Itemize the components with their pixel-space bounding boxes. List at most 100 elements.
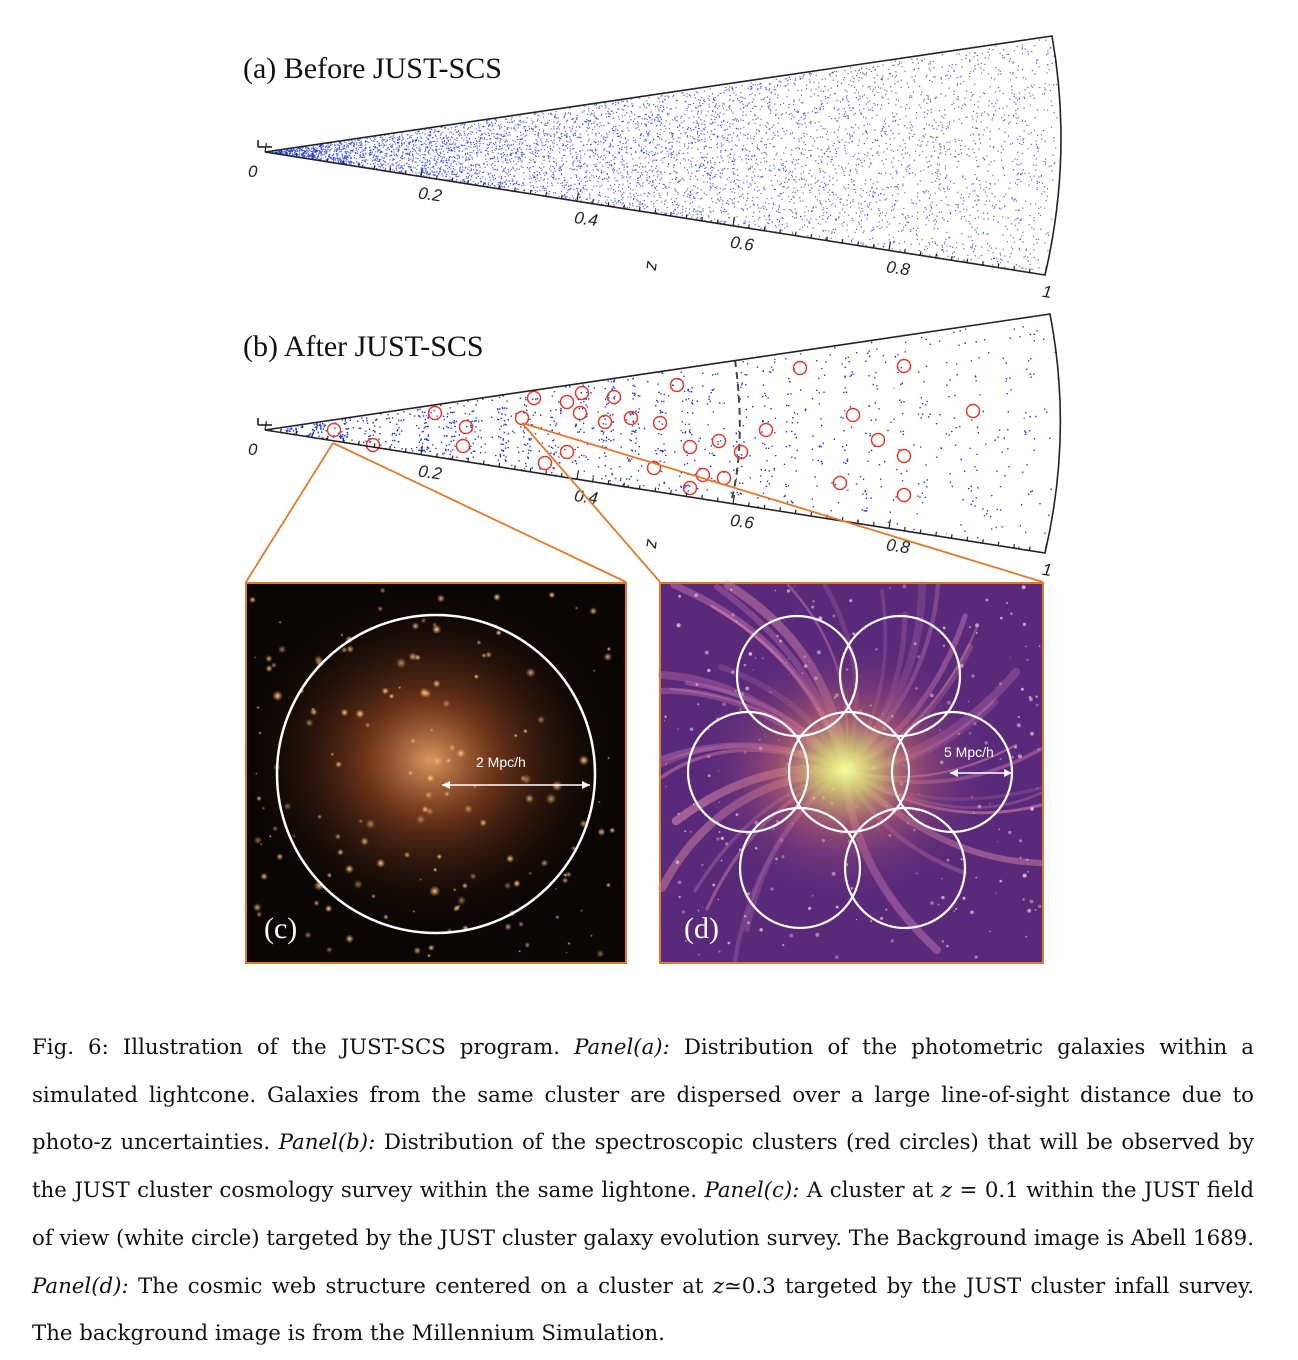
galaxy-point [552,141,554,144]
galaxy-point [510,154,512,156]
galaxy-point [1035,169,1037,171]
galaxy-point [289,152,291,154]
galaxy-point [687,193,689,195]
galaxy-point [762,175,764,178]
galaxy-point [467,128,469,130]
galaxy-point [808,173,810,175]
galaxy-point [754,94,756,96]
galaxy-point [831,232,833,234]
galaxy-point [475,132,478,134]
galaxy-point [863,230,865,232]
galaxy-point [803,178,805,180]
galaxy-point [435,135,437,137]
galaxy-point [284,152,286,154]
galaxy-point [628,177,630,179]
galaxy-point [1000,208,1002,210]
galaxy-point [642,152,645,154]
galaxy-point [1035,164,1037,166]
galaxy-point [788,76,791,78]
galaxy-point [356,151,358,153]
galaxy-point [486,121,488,123]
galaxy-point [506,154,508,156]
galaxy-point [501,147,503,149]
galaxy-point [471,158,474,160]
galaxy-point [1003,174,1005,176]
galaxy-point [549,148,551,150]
galaxy-point [372,163,375,165]
galaxy-point [483,138,485,140]
galaxy-point [599,122,601,124]
galaxy-point [617,108,619,110]
galaxy-point [659,137,661,139]
galaxy-point [838,217,840,219]
galaxy-point [292,154,294,156]
galaxy-point [510,154,512,157]
galaxy-point [657,114,659,116]
galaxy-point [709,182,711,184]
galaxy-point [559,123,561,125]
galaxy-point [553,146,555,148]
galaxy-point [933,67,935,69]
galaxy-point [785,112,787,114]
galaxy-point [409,167,411,169]
galaxy-point [879,199,881,201]
galaxy-point [370,150,372,152]
galaxy-point [859,109,861,111]
galaxy-point [1018,178,1020,180]
galaxy-point [499,181,501,184]
galaxy-point [330,142,332,144]
galaxy-point [764,206,766,208]
galaxy-point [684,100,686,102]
galaxy-point [571,156,574,158]
galaxy-point [375,156,377,158]
galaxy-point [998,128,1000,130]
galaxy-point [828,189,831,191]
galaxy-point [313,155,315,158]
galaxy-point [696,217,699,219]
galaxy-point [635,151,637,153]
galaxy-point [437,130,440,132]
galaxy-point [542,155,544,157]
galaxy-point [992,147,994,149]
galaxy-point [378,143,380,145]
galaxy-point [1044,140,1046,142]
galaxy-point [477,175,479,177]
galaxy-point [729,153,731,156]
galaxy-point [940,199,942,201]
galaxy-point [939,183,941,185]
galaxy-point [877,151,879,153]
galaxy-point [295,148,298,150]
galaxy-point [510,144,513,146]
galaxy-point [825,133,827,135]
galaxy-point [401,155,403,157]
galaxy-point [543,159,545,161]
galaxy-point [615,104,617,106]
galaxy-point [902,183,904,185]
galaxy-point [710,166,713,168]
galaxy-point [788,104,790,106]
galaxy-point [491,150,493,152]
galaxy-point [833,108,835,110]
galaxy-point [615,156,617,158]
galaxy-point [474,123,476,125]
galaxy-point [993,106,995,108]
galaxy-point [859,211,862,213]
galaxy-point [1014,219,1016,221]
galaxy-point [466,142,469,144]
galaxy-point [695,127,697,129]
galaxy-point [342,160,344,163]
galaxy-point [778,168,780,170]
galaxy-point [1038,238,1040,240]
galaxy-point [664,213,666,215]
galaxy-point [339,141,341,143]
galaxy-point [716,186,718,188]
galaxy-point [895,104,897,106]
galaxy-point [645,125,647,127]
galaxy-point [623,169,625,171]
galaxy-point [467,141,469,143]
galaxy-point [869,202,871,204]
galaxy-point [883,194,885,196]
galaxy-point [978,257,980,259]
galaxy-point [546,173,548,175]
galaxy-point [867,86,869,88]
